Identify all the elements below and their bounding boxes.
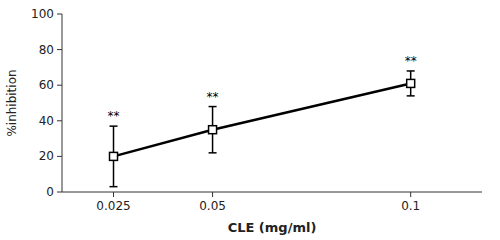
- y-tick-label: 20: [39, 149, 54, 163]
- y-tick: [57, 120, 62, 121]
- y-axis-line: [62, 14, 63, 192]
- error-bar-cap: [407, 70, 415, 72]
- x-axis-line: [62, 192, 482, 193]
- data-group: [110, 71, 415, 187]
- chart-container: 0 20 40 60 80 100 0.025 0.05 0.1 CLE (mg/ml) %inhi…: [0, 0, 500, 240]
- y-tick-label: 100: [31, 7, 54, 21]
- error-bar-cap: [407, 95, 415, 97]
- point: [209, 126, 217, 134]
- x-tick-label: 0.1: [401, 199, 420, 213]
- annotation: **: [108, 109, 120, 123]
- x-tick: [113, 192, 114, 197]
- y-tick-label: 80: [39, 43, 54, 57]
- x-axis-label: CLE (mg/ml): [228, 220, 317, 235]
- x-tick: [212, 192, 213, 197]
- y-tick-label: 0: [46, 185, 54, 199]
- error-bar-cap: [209, 106, 217, 108]
- error-bar-cap: [209, 152, 217, 154]
- error-bar: [110, 126, 118, 187]
- y-tick: [57, 156, 62, 157]
- y-axis-label: %inhibition: [5, 69, 19, 136]
- x-tick: [410, 192, 411, 197]
- y-tick: [57, 14, 62, 15]
- line: [114, 83, 411, 156]
- error-bar: [407, 71, 415, 96]
- annotation: **: [207, 90, 219, 104]
- y-tick: [57, 192, 62, 193]
- annotation: **: [405, 54, 417, 68]
- point: [110, 152, 118, 160]
- chart-svg: 0 20 40 60 80 100 0.025 0.05 0.1 CLE (mg/ml) %inhi…: [0, 0, 500, 240]
- error-bar: [209, 107, 217, 153]
- error-bar-cap: [110, 186, 118, 188]
- y-tick: [57, 49, 62, 50]
- y-tick-label: 40: [39, 114, 54, 128]
- x-tick-label: 0.025: [96, 199, 130, 213]
- x-tick-label: 0.05: [199, 199, 226, 213]
- y-tick-label: 60: [39, 78, 54, 92]
- y-tick: [57, 85, 62, 86]
- point: [407, 79, 415, 87]
- error-bar-cap: [110, 125, 118, 127]
